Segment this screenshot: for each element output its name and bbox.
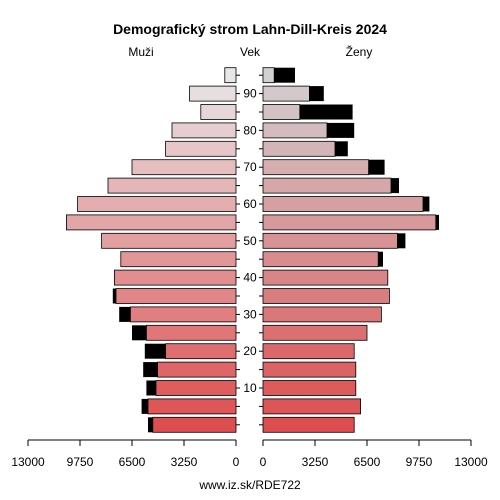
age-label-10: 10 — [243, 381, 257, 395]
age-label-70: 70 — [243, 160, 257, 174]
male-bar-19 — [224, 67, 237, 84]
female-bar-11 — [262, 214, 437, 231]
male-bar-2 — [155, 380, 237, 396]
female-bar-1 — [262, 398, 361, 415]
male-bar-3 — [157, 361, 237, 378]
footer-text: www.iz.sk/RDE722 — [198, 478, 301, 492]
left-label: Muži — [128, 45, 153, 59]
female-bar-3 — [262, 361, 357, 378]
male-bar-13 — [107, 177, 237, 194]
male-bar-8 — [114, 269, 237, 286]
male-bar-14 — [131, 159, 237, 176]
axes-group: 13000 9750 6500 3250 0 0 3250 6500 9750 13000 10 20… — [11, 74, 488, 469]
female-bar-4 — [262, 343, 355, 360]
male-bar-9 — [120, 251, 237, 268]
male-bar-15 — [165, 140, 237, 157]
right-x-tick-label-3: 9750 — [406, 455, 433, 469]
female-bar-10 — [262, 232, 398, 249]
age-label-50: 50 — [243, 234, 257, 248]
female-bar-19 — [262, 67, 275, 84]
left-x-tick-label-4: 0 — [233, 455, 240, 469]
male-bar-11 — [66, 214, 237, 231]
female-bar-0 — [262, 416, 355, 433]
bars-group — [66, 67, 439, 433]
right-label: Ženy — [346, 44, 373, 59]
female-bar-8 — [262, 269, 389, 286]
male-bar-0 — [152, 416, 237, 433]
male-bar-4 — [165, 343, 237, 360]
male-bar-7 — [115, 288, 237, 304]
male-bar-1 — [147, 398, 237, 415]
chart-title: Demografický strom Lahn-Dill-Kreis 2024 — [113, 21, 387, 37]
left-x-tick-label-0: 13000 — [11, 455, 45, 469]
female-bar-16 — [262, 122, 328, 139]
center-label: Vek — [240, 45, 261, 59]
male-bar-10 — [101, 232, 237, 249]
male-bar-12 — [77, 196, 237, 212]
age-label-20: 20 — [243, 344, 257, 358]
female-bar-7 — [262, 288, 390, 304]
age-label-60: 60 — [243, 197, 257, 211]
right-x-tick-label-2: 6500 — [354, 455, 381, 469]
male-bar-17 — [200, 104, 237, 120]
male-bar-6 — [129, 306, 237, 323]
female-bar-6 — [262, 306, 382, 323]
female-bar-12 — [262, 196, 424, 212]
right-x-tick-label-1: 3250 — [302, 455, 329, 469]
male-bar-5 — [145, 324, 237, 341]
left-x-tick-label-1: 9750 — [67, 455, 94, 469]
female-bar-17 — [262, 104, 301, 120]
female-bar-18 — [262, 85, 310, 102]
age-label-80: 80 — [243, 123, 257, 137]
female-bar-9 — [262, 251, 379, 268]
right-x-tick-label-0: 0 — [260, 455, 267, 469]
age-label-30: 30 — [243, 307, 257, 321]
age-label-40: 40 — [243, 271, 257, 285]
left-x-tick-label-2: 6500 — [119, 455, 146, 469]
female-bar-13 — [262, 177, 392, 194]
male-bar-16 — [171, 122, 237, 139]
female-bar-5 — [262, 324, 368, 341]
female-bar-2 — [262, 380, 357, 396]
age-label-90: 90 — [243, 87, 257, 101]
left-x-tick-label-3: 3250 — [171, 455, 198, 469]
female-bar-15 — [262, 140, 336, 157]
right-x-tick-label-4: 13000 — [454, 455, 488, 469]
male-bar-18 — [189, 85, 237, 102]
female-bar-14 — [262, 159, 369, 176]
